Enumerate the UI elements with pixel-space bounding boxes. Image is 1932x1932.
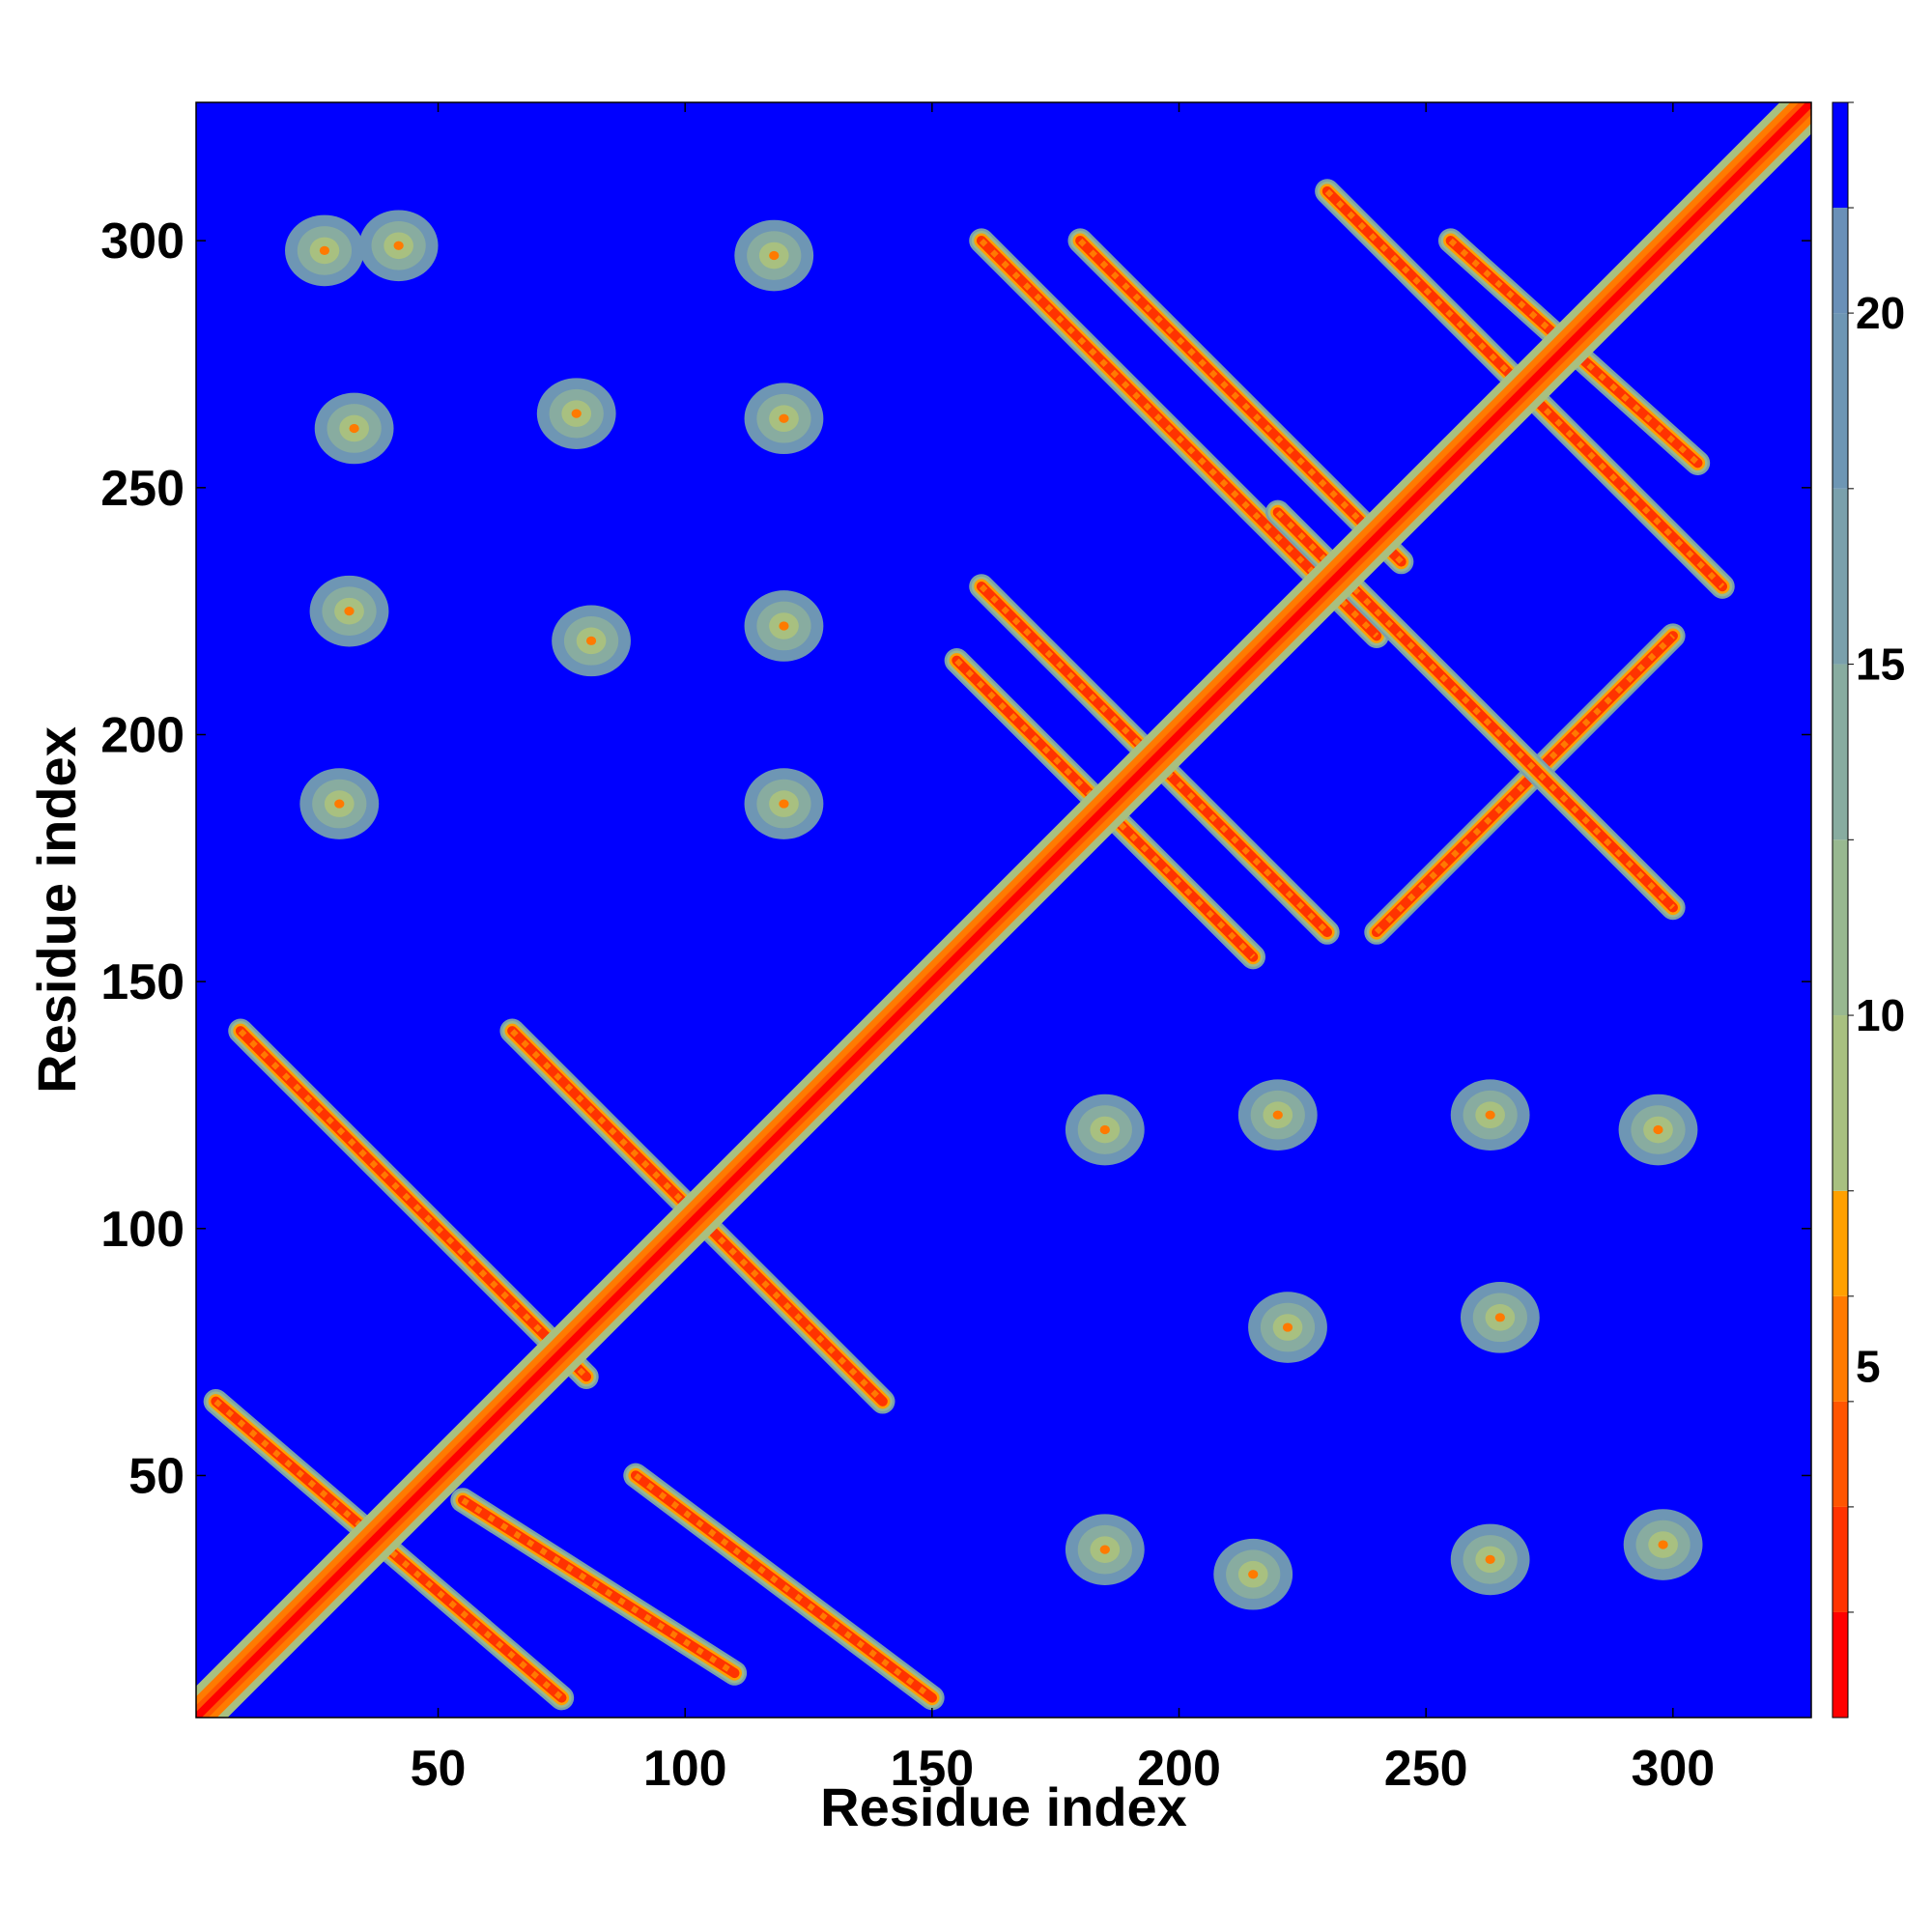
contact-blob-layer xyxy=(1282,1322,1293,1332)
x-tick-label: 300 xyxy=(1631,1741,1715,1797)
x-axis-ticks: 50 100 150 200 250 300 xyxy=(411,102,1715,1797)
contact-blob-layer xyxy=(585,636,597,645)
colorbar-segment xyxy=(1833,102,1848,209)
colorbar-segment xyxy=(1833,1401,1848,1507)
x-axis-title: Residue index xyxy=(820,1776,1187,1837)
contact-band-core xyxy=(238,1029,589,1379)
contact-blob-layer xyxy=(1099,1545,1110,1554)
contact-band-core xyxy=(979,583,1330,935)
contact-blob-layer xyxy=(334,799,345,809)
colorbar-tick-label: 10 xyxy=(1856,990,1905,1040)
contact-band-core xyxy=(461,1497,736,1676)
y-tick-label: 200 xyxy=(100,707,185,763)
contact-blob-layer xyxy=(779,621,789,631)
contact-blob-layer xyxy=(571,409,582,418)
colorbar-segment xyxy=(1833,664,1848,840)
y-tick-label: 100 xyxy=(100,1202,185,1258)
contact-blob-layer xyxy=(1272,1110,1283,1120)
x-tick-label: 250 xyxy=(1384,1741,1468,1797)
contact-band-core xyxy=(510,1029,885,1404)
y-tick-label: 300 xyxy=(100,213,185,270)
x-tick-label: 150 xyxy=(890,1741,974,1797)
x-tick-label: 50 xyxy=(411,1741,467,1797)
colorbar-tick-label: 20 xyxy=(1856,288,1905,338)
contact-band-layer xyxy=(1075,236,1406,567)
contact-blob-layer xyxy=(779,413,789,423)
contact-blob-layer xyxy=(1248,1570,1259,1579)
contact-blob-layer xyxy=(1485,1554,1495,1564)
contact-blob-layer xyxy=(1099,1124,1110,1135)
colorbar-segment xyxy=(1833,1506,1848,1612)
contact-band-layer xyxy=(1371,631,1678,938)
y-tick-label: 50 xyxy=(128,1448,185,1504)
colorbar-segment xyxy=(1833,839,1848,1016)
contact-band-core xyxy=(979,238,1379,639)
contact-blob-layer xyxy=(344,607,355,616)
contact-blob-layer xyxy=(1653,1124,1663,1135)
contact-blob-layer xyxy=(779,799,789,809)
colorbar-tick-label: 5 xyxy=(1856,1342,1881,1392)
colorbar-segment xyxy=(1833,1190,1848,1296)
x-tick-label: 200 xyxy=(1137,1741,1221,1797)
colorbar-segment xyxy=(1833,313,1848,489)
contact-blob-layer xyxy=(1485,1110,1495,1120)
contact-blob-layer xyxy=(769,250,780,261)
contact-blob-layer xyxy=(319,245,330,255)
colorbar-segment xyxy=(1833,1295,1848,1402)
contact-band-layer xyxy=(630,1470,937,1703)
contact-blob-layer xyxy=(393,241,404,250)
contact-map xyxy=(196,102,1811,1718)
plot-frame xyxy=(195,101,1812,1719)
contact-blob-layer xyxy=(1494,1313,1505,1322)
colorbar-segment xyxy=(1833,208,1848,314)
diagonal-band xyxy=(196,102,1811,1718)
y-axis-ticks: 50 100 150 200 250 300 xyxy=(100,213,1811,1504)
colorbar-tick-label: 15 xyxy=(1856,639,1905,690)
colorbar-segment xyxy=(1833,1015,1848,1191)
colorbar-segment xyxy=(1833,488,1848,665)
y-axis-title: Residue index xyxy=(26,726,87,1094)
contact-blob-layer xyxy=(349,423,359,434)
contact-blob-layer xyxy=(1658,1540,1668,1549)
y-tick-label: 150 xyxy=(100,954,185,1010)
y-tick-label: 250 xyxy=(100,461,185,517)
colorbar-frame xyxy=(1832,101,1849,1719)
colorbar: 5 10 15 20 xyxy=(1832,101,1905,1719)
colorbar-segment xyxy=(1833,1611,1848,1718)
x-tick-label: 100 xyxy=(643,1741,727,1797)
